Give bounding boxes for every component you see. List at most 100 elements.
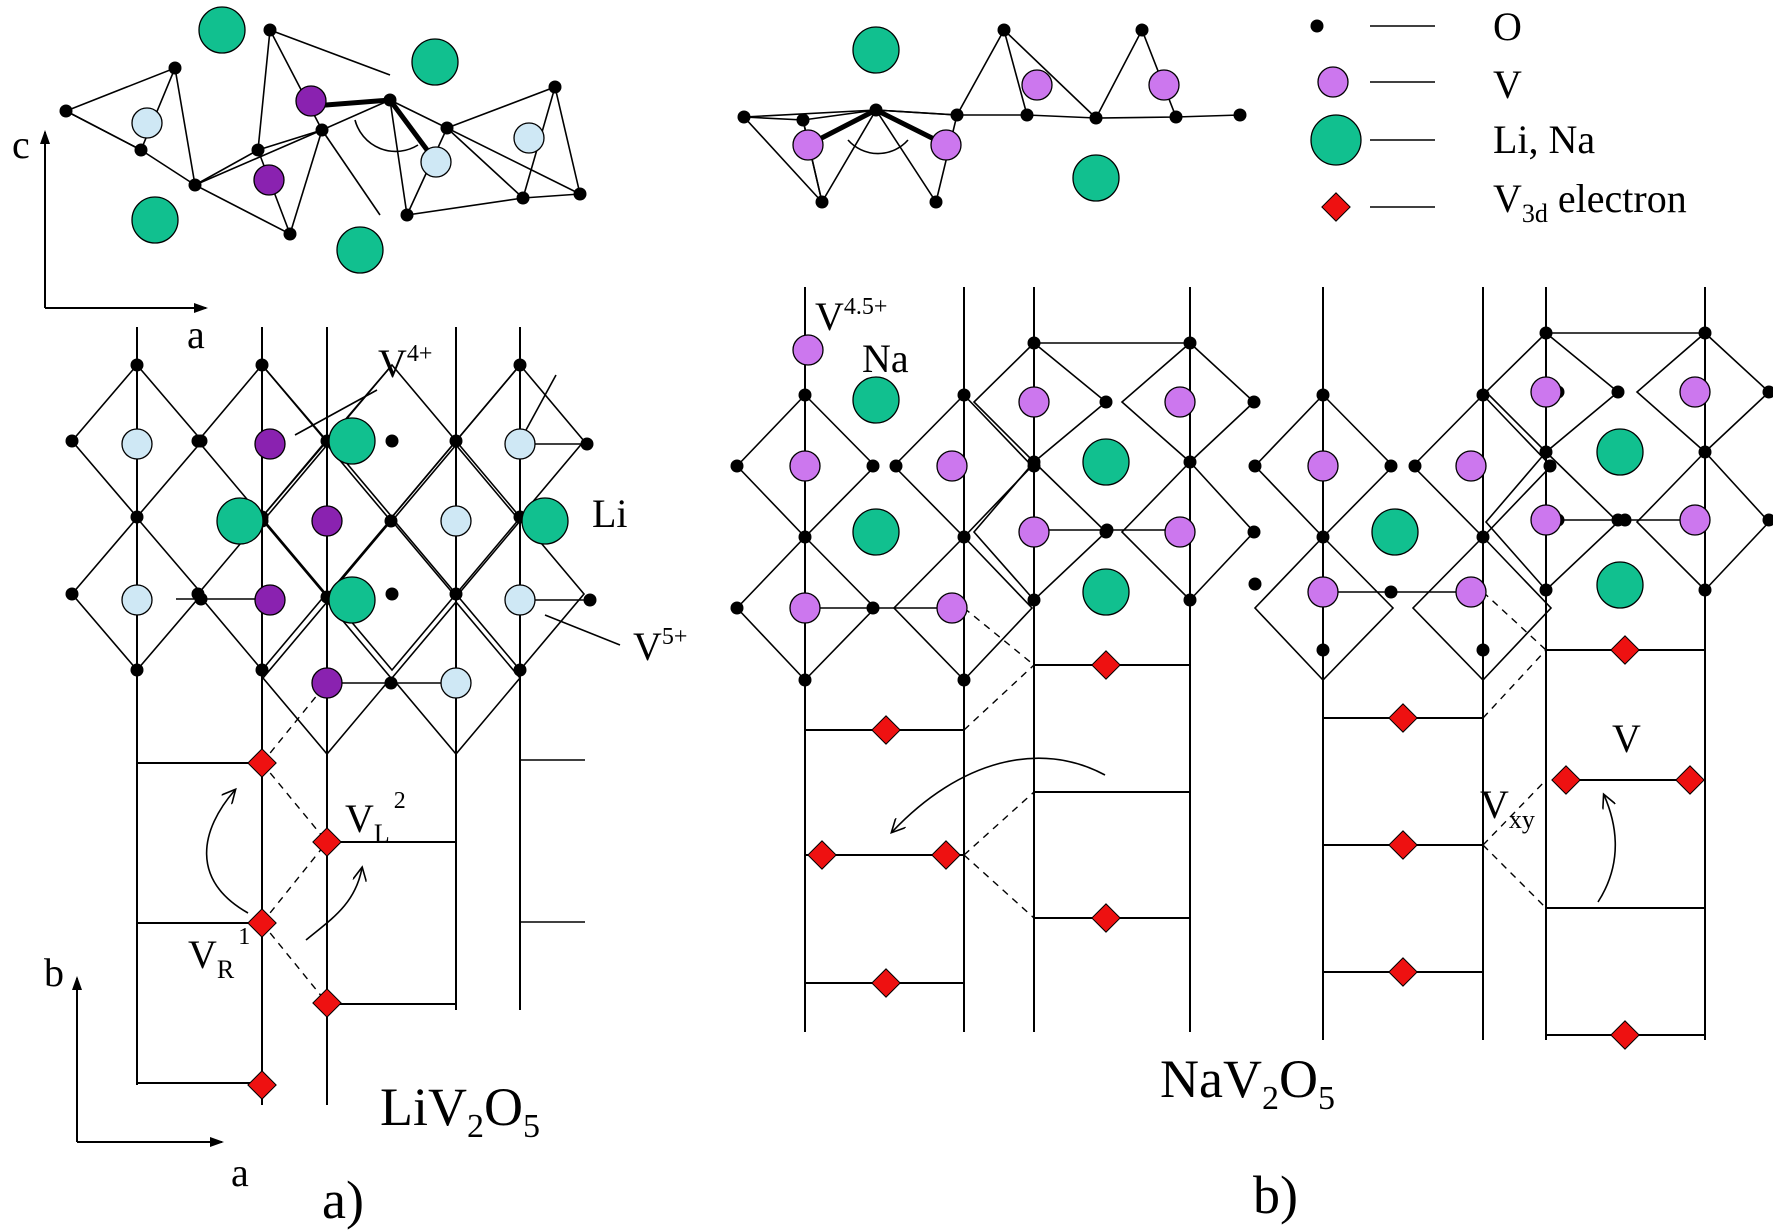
oxygen-atom (798, 673, 812, 687)
bond-line (261, 364, 328, 442)
oxygen-atom (1476, 388, 1490, 402)
electron-marker (1388, 830, 1418, 860)
oxygen-atom (1020, 108, 1034, 122)
oxygen-atom (1611, 385, 1625, 399)
vanadium-atom (1018, 386, 1050, 418)
oxygen-atom (1762, 385, 1773, 399)
alkali-atom (852, 376, 900, 424)
hopping-path (963, 607, 1035, 666)
bond-line (391, 440, 457, 518)
vanadium-atom (1307, 576, 1339, 608)
electron-marker (1388, 703, 1418, 733)
oxygen-atom (548, 80, 562, 94)
bond-line (1003, 29, 1097, 119)
oxygen-atom (1100, 523, 1114, 537)
vanadium-atom (1164, 516, 1196, 548)
electron-marker (871, 968, 901, 998)
electron-marker (1551, 765, 1581, 795)
vanadium-atom (936, 450, 968, 482)
oxygen-atom (384, 514, 398, 528)
oxygen-atom (1027, 593, 1041, 607)
label-v4plus: V4+ (378, 341, 432, 386)
polyhedron-edge (445, 85, 582, 196)
hopping-path (261, 762, 328, 843)
vanadium-atom (1530, 376, 1562, 408)
panel-b-labels: V4.5+ Na V Vxy NaV2O5 b) (815, 294, 1641, 1225)
oxygen-atom (950, 108, 964, 122)
bond-line (261, 440, 328, 518)
oxygen-atom (1618, 513, 1632, 527)
vanadium-4plus-atom (253, 164, 285, 196)
electron-marker (1610, 635, 1640, 665)
hopping-path (963, 664, 1035, 731)
label-vxy: Vxy (1480, 782, 1535, 834)
oxygen-atom (730, 601, 744, 615)
legend-label-electron: V3d electron (1493, 176, 1687, 228)
oxygen-atom (449, 434, 463, 448)
electron-marker (931, 840, 961, 870)
bond-line (875, 109, 958, 116)
octahedron-edge (1411, 535, 1553, 682)
formula-nav2o5: NaV2O5 (1160, 1049, 1335, 1117)
hopping-path (1482, 844, 1547, 909)
alkali-atom (1082, 438, 1130, 486)
bond-line (321, 99, 391, 131)
oxygen-atom (1539, 326, 1553, 340)
oxygen-atom (400, 208, 414, 222)
vanadium-4plus-atom (311, 667, 343, 699)
vanadium-atom (1455, 450, 1487, 482)
vanadium-atom (930, 129, 962, 161)
oxygen-atom (1135, 23, 1149, 37)
oxygen-atom (1248, 459, 1262, 473)
bond-line (1026, 114, 1097, 119)
oxygen-atom (1089, 111, 1103, 125)
legend-label-alkali: Li, Na (1493, 117, 1595, 162)
oxygen-atom (1099, 395, 1113, 409)
oxygen-atom (385, 434, 399, 448)
vanadium-5plus-atom (513, 122, 545, 154)
alkali-atom (1082, 568, 1130, 616)
vanadium-atom (1307, 450, 1339, 482)
electron-marker (1388, 957, 1418, 987)
alkali-atom (852, 508, 900, 556)
oxygen-atom (1183, 336, 1197, 350)
oxygen-atom (1183, 593, 1197, 607)
ladder-rung (136, 762, 263, 924)
vanadium-atom (792, 334, 824, 366)
alkali-atom (1596, 428, 1644, 476)
oxygen-atom (251, 143, 265, 157)
legend-alkali-atom (1310, 114, 1362, 166)
oxygen-atom (1384, 459, 1398, 473)
electron-marker (247, 1070, 277, 1100)
oxygen-atom (1316, 643, 1330, 657)
vanadium-4plus-atom (295, 85, 327, 117)
bond-line (269, 29, 391, 76)
alkali-atom (328, 417, 376, 465)
hopping-path (963, 791, 1035, 856)
bond-line (1175, 114, 1241, 118)
oxygen-atom (385, 587, 399, 601)
oxygen-atom (1316, 530, 1330, 544)
vanadium-atom (789, 450, 821, 482)
oxygen-atom (889, 459, 903, 473)
alkali-atom (216, 497, 264, 545)
legend-label-vanadium: V (1493, 62, 1522, 107)
caption-b: b) (1253, 1165, 1298, 1225)
label-vr1: VR1 (188, 924, 250, 984)
oxygen-atom (957, 530, 971, 544)
bond-line (289, 129, 323, 235)
angle-arc-b (847, 139, 909, 155)
vanadium-5plus-atom (131, 107, 163, 139)
oxygen-atom (130, 358, 144, 372)
oxygen-atom (168, 61, 182, 75)
oxygen-atom (134, 143, 148, 157)
angle-arc-a (354, 119, 419, 153)
oxygen-atom (997, 23, 1011, 37)
oxygen-atom (957, 388, 971, 402)
oxygen-atom (255, 358, 269, 372)
octahedron-edge (261, 600, 393, 756)
oxygen-atom (65, 434, 79, 448)
oxygen-atom (796, 113, 810, 127)
oxygen-atom (1698, 583, 1712, 597)
vanadium-4plus-atom (254, 584, 286, 616)
